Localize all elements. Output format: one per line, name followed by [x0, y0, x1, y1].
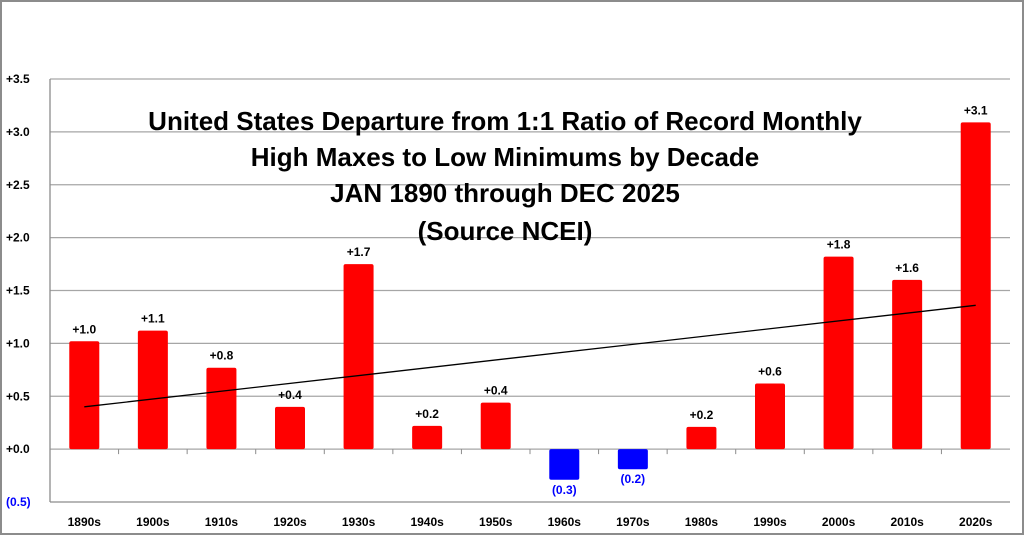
x-tick-label: 1990s	[753, 515, 787, 529]
data-label: +1.7	[347, 245, 371, 259]
data-label: +0.6	[758, 365, 782, 379]
bar-2020s	[960, 122, 991, 450]
bars: +1.0 +1.1 +0.8 +0.4 +1.7 +0.2 +0.4 (0.3) (0.2) +0…	[69, 103, 991, 497]
bar-1900s	[137, 330, 168, 450]
data-label: +0.4	[484, 384, 508, 398]
x-tick-label: 1980s	[685, 515, 719, 529]
y-tick-label: +3.5	[6, 72, 30, 86]
title-line: High Maxes to Low Minimums by Decade	[251, 142, 760, 172]
bar-1890s	[69, 341, 100, 450]
trendline	[84, 304, 976, 408]
x-tick-label: 2020s	[959, 515, 993, 529]
data-label: +0.2	[415, 407, 439, 421]
title-line: (Source NCEI)	[418, 216, 593, 246]
data-label: +3.1	[964, 103, 988, 117]
title-line: JAN 1890 through DEC 2025	[330, 178, 680, 208]
y-tick-label: +1.5	[6, 284, 30, 298]
data-label: +0.2	[690, 408, 714, 422]
data-label: +1.8	[827, 238, 851, 252]
x-tick-label: 1930s	[342, 515, 376, 529]
title-line: United States Departure from 1:1 Ratio o…	[148, 106, 862, 136]
x-tick-label: 1910s	[205, 515, 239, 529]
y-tick-label: +1.0	[6, 336, 30, 350]
bar-1940s	[412, 425, 443, 450]
bar-1980s	[686, 426, 717, 450]
bar-2000s	[823, 256, 854, 450]
bar-2010s	[892, 279, 923, 450]
y-axis: (0.5) +0.0 +0.5 +1.0 +1.5 +2.0 +2.5 +3.0 +3.5	[6, 72, 31, 509]
x-tick-label: 2010s	[890, 515, 924, 529]
x-tick-label: 2000s	[822, 515, 856, 529]
y-tick-label: +0.0	[6, 442, 30, 456]
x-tick-label: 1970s	[616, 515, 650, 529]
y-tick-label: +2.5	[6, 178, 30, 192]
x-axis: 1890s 1900s 1910s 1920s 1930s 1940s 1950s 1960s…	[68, 515, 993, 529]
bar-1910s	[206, 367, 237, 450]
x-tick-label: 1940s	[410, 515, 444, 529]
bar-1970s	[617, 449, 648, 470]
x-tick-label: 1960s	[548, 515, 582, 529]
y-tick-label: +3.0	[6, 125, 30, 139]
y-tick-label: +2.0	[6, 231, 30, 245]
data-label: +1.0	[72, 322, 96, 336]
bar-1950s	[480, 402, 511, 450]
trendline-line	[84, 304, 976, 408]
data-label: (0.2)	[621, 472, 646, 486]
x-tick-label: 1890s	[68, 515, 102, 529]
bar-1930s	[343, 264, 374, 450]
bar-1960s	[549, 449, 580, 480]
x-tick-label: 1920s	[273, 515, 307, 529]
data-label: +1.6	[895, 261, 919, 275]
bar-1990s	[755, 383, 785, 450]
x-tick-label: 1900s	[136, 515, 170, 529]
data-label: +0.4	[278, 388, 302, 402]
bar-1920s	[275, 406, 305, 450]
x-tick-label: 1950s	[479, 515, 513, 529]
data-label: +1.1	[141, 312, 165, 326]
data-label: +0.8	[210, 349, 234, 363]
y-tick-label: (0.5)	[6, 495, 31, 509]
data-label: (0.3)	[552, 483, 577, 497]
y-tick-label: +0.5	[6, 389, 30, 403]
chart-title: United States Departure from 1:1 Ratio o…	[148, 106, 862, 246]
